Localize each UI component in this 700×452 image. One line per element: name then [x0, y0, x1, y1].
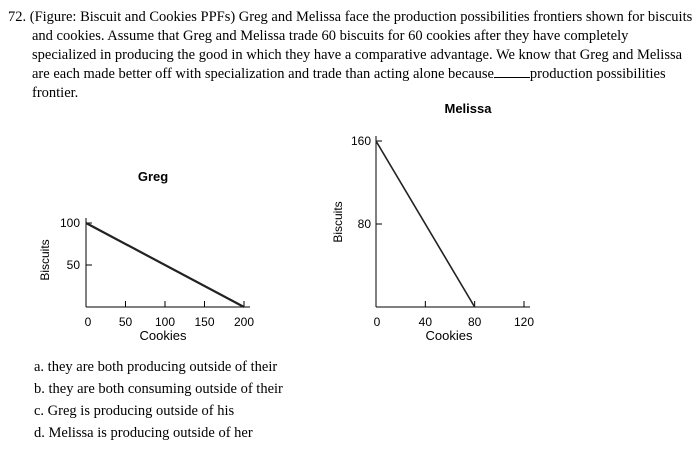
x-tick-label: 40 — [419, 315, 433, 329]
x-tick-label: 0 — [374, 315, 381, 329]
y-tick-label: 80 — [358, 217, 372, 231]
chart-title: Melissa — [445, 101, 493, 116]
x-tick-label: 50 — [119, 315, 133, 329]
x-axis-label: Cookies — [140, 328, 187, 343]
question-line-1-text: (Figure: Biscuit and Cookies PPFs) Greg … — [29, 9, 693, 25]
x-tick-label: 80 — [468, 315, 482, 329]
x-tick-label: 100 — [155, 315, 175, 329]
question-line-4: are each made better off with specializa… — [8, 65, 688, 84]
answer-blank — [493, 65, 530, 78]
ppf-line — [85, 222, 245, 308]
question-text: 72. (Figure: Biscuit and Cookies PPFs) G… — [8, 8, 692, 103]
y-tick-label: 160 — [351, 134, 371, 148]
y-axis-label: Biscuits — [38, 239, 52, 280]
answer-options: a. they are both producing outside of th… — [34, 356, 283, 444]
x-tick-label: 120 — [514, 315, 534, 329]
chart-title: Greg — [138, 169, 168, 184]
option-d[interactable]: d. Melissa is producing outside of her — [34, 425, 253, 441]
y-axis-label: Biscuits — [331, 201, 345, 242]
greg-ppf-chart: 0 50 100 150 200 50 100 Greg Cookies Biscuits — [38, 169, 254, 343]
question-line-2: and cookies. Assume that Greg and Meliss… — [32, 28, 629, 44]
y-tick-label: 100 — [60, 216, 80, 230]
x-tick-label: 0 — [85, 315, 92, 329]
x-axis-label: Cookies — [426, 328, 473, 343]
option-a[interactable]: a. they are both producing outside of th… — [34, 359, 278, 375]
x-tick-label: 150 — [194, 315, 214, 329]
melissa-ppf-chart: 0 40 80 120 80 160 Melissa Cookies Biscuits — [331, 101, 534, 343]
option-c[interactable]: c. Greg is producing outside of his — [34, 403, 235, 419]
question-number: 72. — [8, 9, 27, 25]
x-tick-label: 200 — [234, 315, 254, 329]
ppf-line — [375, 140, 476, 308]
y-tick-label: 50 — [67, 258, 81, 272]
question-line-4-tail: production possibilities — [529, 66, 666, 82]
option-b[interactable]: b. they are both consuming outside of th… — [34, 381, 283, 397]
question-line-1: 72. (Figure: Biscuit and Cookies PPFs) G… — [8, 8, 692, 27]
question-line-5: frontier. — [32, 85, 79, 101]
question-line-3: specialized in producing the good in whi… — [32, 47, 683, 63]
question-line-4-text: are each made better off with specializa… — [32, 66, 494, 82]
